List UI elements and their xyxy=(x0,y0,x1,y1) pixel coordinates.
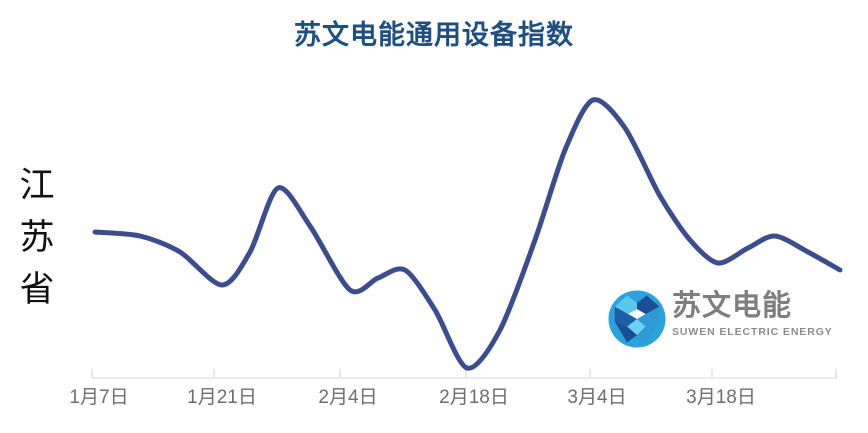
x-axis-label-5: 3月18日 xyxy=(686,387,756,408)
x-axis-label-0: 1月7日 xyxy=(69,387,129,408)
logo-company-name-cn: 苏文电能 xyxy=(672,290,793,322)
x-axis-labels: 1月7日 1月21日 2月4日 2月18日 3月4日 3月18日 xyxy=(0,385,868,419)
page-title: 苏文电能通用设备指数 xyxy=(294,20,574,50)
x-axis-label-1: 1月21日 xyxy=(187,387,257,408)
logo-company-name-en: SUWEN ELECTRIC ENERGY xyxy=(672,326,833,338)
x-axis-ticks xyxy=(91,369,837,378)
logo-text-block: 苏文电能 SUWEN ELECTRIC ENERGY xyxy=(672,290,833,339)
x-axis-group xyxy=(91,369,838,379)
suwen-logo-mark-icon xyxy=(608,290,666,348)
x-axis-label-2: 2月4日 xyxy=(318,387,378,408)
region-label-char-1: 江 xyxy=(19,166,55,205)
x-axis-label-3: 2月18日 xyxy=(439,387,509,408)
index-line-series xyxy=(92,97,843,371)
brand-logo: 苏文电能 SUWEN ELECTRIC ENERGY xyxy=(606,288,833,352)
x-axis-label-4: 3月4日 xyxy=(567,387,627,408)
region-label: 江 苏 省 xyxy=(14,160,60,316)
region-label-char-2: 苏 xyxy=(19,218,55,257)
region-label-char-3: 省 xyxy=(19,270,55,309)
